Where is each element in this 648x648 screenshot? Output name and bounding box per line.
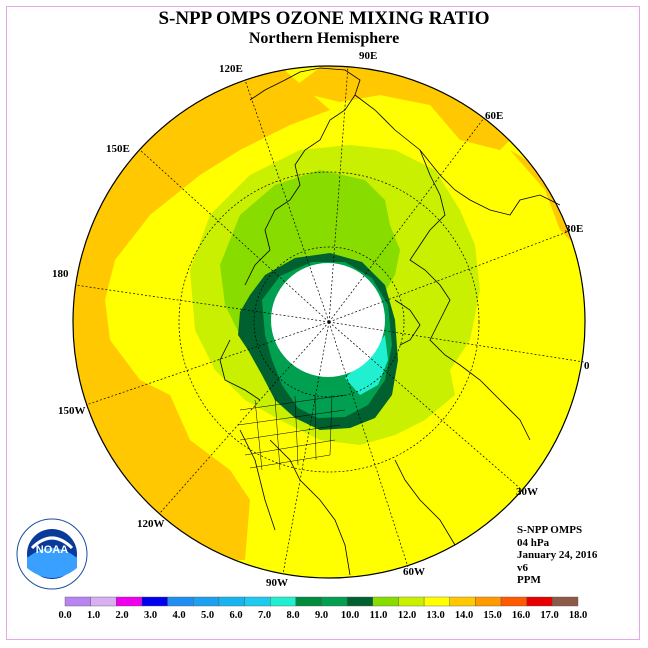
colorbar-swatch bbox=[500, 596, 527, 607]
colorbar-tick-label: 16.0 bbox=[512, 610, 530, 621]
colorbar-tick-label: 1.0 bbox=[87, 610, 100, 621]
colorbar-swatch bbox=[398, 596, 425, 607]
colorbar-swatch bbox=[372, 596, 399, 607]
colorbar-tick-label: 2.0 bbox=[115, 610, 128, 621]
map-subtitle: Northern Hemisphere bbox=[248, 30, 400, 47]
colorbar-swatch bbox=[64, 596, 91, 607]
field-8ppm bbox=[345, 335, 388, 395]
colorbar-tick-label: 14.0 bbox=[455, 610, 473, 621]
info-date: January 24, 2016 bbox=[517, 549, 598, 561]
colorbar-swatch bbox=[321, 596, 348, 607]
colorbar-tick-label: 3.0 bbox=[144, 610, 157, 621]
lon-label-60e: 60E bbox=[485, 110, 504, 122]
colorbar-swatch bbox=[295, 596, 322, 607]
colorbar-tick-label: 18.0 bbox=[569, 610, 587, 621]
info-level: 04 hPa bbox=[517, 536, 550, 549]
lon-label-30e: 30E bbox=[565, 223, 584, 235]
colorbar-tick-label: 4.0 bbox=[172, 610, 185, 621]
product-info: S-NPP OMPS 04 hPa January 24, 2016 v6 PP… bbox=[517, 524, 597, 587]
colorbar-tick-label: 10.0 bbox=[341, 610, 359, 621]
colorbar-swatch bbox=[423, 596, 450, 607]
lon-label-0: 0 bbox=[584, 360, 590, 372]
map-boundary bbox=[72, 65, 586, 579]
colorbar-tick-label: 9.0 bbox=[315, 610, 328, 621]
graticule bbox=[74, 65, 585, 575]
colorbar-tick-label: 7.0 bbox=[258, 610, 271, 621]
colorbar-tick-label: 0.0 bbox=[58, 610, 71, 621]
colorbar-swatch bbox=[141, 596, 168, 607]
colorbar-swatch bbox=[346, 596, 373, 607]
colorbar-tick-label: 6.0 bbox=[229, 610, 242, 621]
lon-label-120e: 120E bbox=[219, 63, 243, 75]
lon-label-60w: 60W bbox=[403, 566, 425, 578]
colorbar-swatch bbox=[193, 596, 220, 607]
map-frame bbox=[6, 6, 640, 640]
colorbar-swatch bbox=[244, 596, 271, 607]
lon-label-90w: 90W bbox=[266, 577, 288, 589]
lon-label-120w: 120W bbox=[137, 518, 165, 530]
colorbar-swatch bbox=[90, 596, 117, 607]
colorbar-tick-label: 13.0 bbox=[426, 610, 444, 621]
colorbar-swatch bbox=[475, 596, 502, 607]
colorbar-swatch bbox=[218, 596, 245, 607]
colorbar-swatch bbox=[552, 596, 579, 607]
lon-label-90e: 90E bbox=[359, 50, 378, 62]
colorbar-swatch bbox=[526, 596, 553, 607]
lon-label-150e: 150E bbox=[106, 143, 130, 155]
colorbar-swatch bbox=[270, 596, 297, 607]
colorbar-tick-label: 17.0 bbox=[540, 610, 558, 621]
colorbar-swatch bbox=[449, 596, 476, 607]
colorbar-swatch bbox=[167, 596, 194, 607]
lon-label-30w: 30W bbox=[516, 486, 538, 498]
state-boundaries bbox=[237, 394, 346, 471]
colorbar-tick-label: 15.0 bbox=[483, 610, 501, 621]
noaa-logo-text: NOAA bbox=[36, 544, 68, 556]
colorbar-tick-label: 12.0 bbox=[398, 610, 416, 621]
coastlines bbox=[219, 67, 561, 576]
polar-night-no-data bbox=[271, 263, 385, 377]
noaa-logo: NOAA bbox=[16, 518, 88, 590]
lon-label-180: 180 bbox=[52, 268, 69, 280]
map-title: S-NPP OMPS OZONE MIXING RATIO bbox=[158, 8, 490, 29]
info-units: PPM bbox=[517, 574, 541, 586]
colorbar-swatch bbox=[116, 596, 143, 607]
colorbar-tick-label: 8.0 bbox=[286, 610, 299, 621]
info-version: v6 bbox=[517, 561, 528, 574]
lon-label-150w: 150W bbox=[58, 405, 86, 417]
colorbar-tick-label: 11.0 bbox=[370, 610, 388, 621]
info-instrument: S-NPP OMPS bbox=[517, 524, 583, 536]
colorbar-tick-label: 5.0 bbox=[201, 610, 214, 621]
